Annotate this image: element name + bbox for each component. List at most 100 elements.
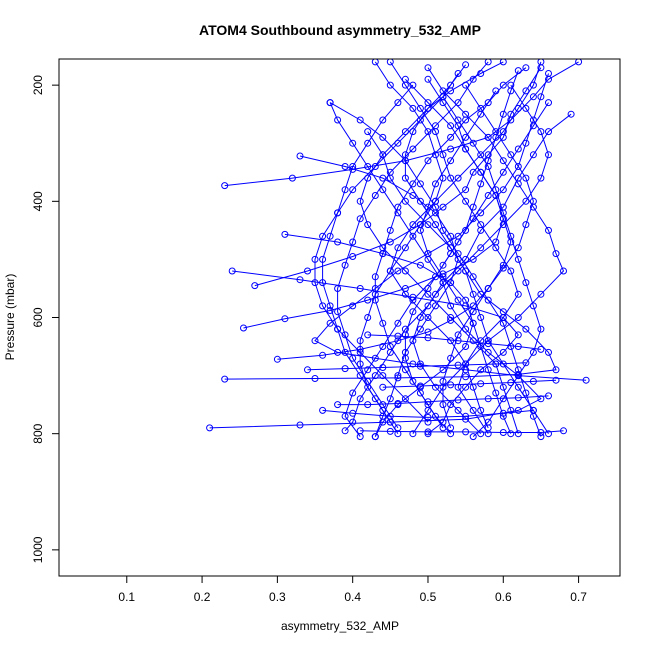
series-27 (401, 75, 515, 432)
data-point (371, 163, 379, 170)
data-point (447, 244, 455, 252)
data-point (371, 59, 379, 66)
data-point (439, 401, 447, 409)
data-point (364, 314, 372, 321)
data-point (454, 116, 462, 124)
data-point (281, 230, 289, 238)
data-point (462, 197, 470, 205)
data-point (514, 67, 522, 75)
data-point (228, 267, 236, 275)
data-point (349, 302, 357, 310)
data-point (469, 337, 477, 345)
data-point (469, 139, 477, 147)
data-point (439, 174, 447, 182)
data-point (537, 59, 545, 66)
data-point (311, 255, 319, 263)
data-point (424, 64, 432, 72)
data-point (514, 394, 522, 402)
data-point (522, 279, 530, 287)
data-point (416, 197, 424, 205)
data-point (537, 429, 545, 436)
y-tick-label: 200 (31, 75, 45, 95)
series-33 (304, 359, 530, 374)
data-point (341, 331, 349, 339)
data-point (447, 174, 455, 182)
data-point (499, 348, 507, 356)
data-point (394, 139, 402, 147)
data-point (326, 302, 334, 310)
data-point (304, 267, 311, 275)
data-point (432, 180, 439, 188)
data-point (477, 343, 485, 350)
data-point (371, 192, 379, 199)
data-point (477, 406, 485, 414)
data-point (477, 366, 485, 374)
data-point (409, 221, 417, 229)
data-point (394, 400, 402, 407)
data-point (371, 273, 379, 281)
data-point (401, 290, 409, 298)
series-line (360, 430, 564, 433)
data-point (484, 296, 492, 304)
data-point (401, 354, 409, 362)
data-point (424, 418, 432, 426)
data-point (462, 428, 470, 436)
data-point (447, 401, 455, 409)
data-point (477, 430, 485, 438)
x-tick-label: 0.5 (420, 590, 437, 604)
data-point (454, 99, 462, 107)
data-point (462, 145, 470, 153)
x-tick-label: 0.4 (344, 590, 361, 604)
data-point (492, 87, 500, 95)
series-layer (206, 59, 590, 441)
data-point (462, 61, 470, 69)
data-point (484, 285, 492, 292)
data-point (507, 238, 515, 246)
data-point (334, 401, 342, 409)
data-point (409, 128, 417, 136)
data-point (386, 395, 394, 403)
data-point (386, 343, 394, 350)
data-point (469, 273, 477, 281)
data-point (349, 253, 357, 260)
data-point (462, 133, 470, 141)
y-tick-label: 800 (31, 423, 45, 443)
data-point (454, 267, 462, 275)
data-point (394, 430, 402, 438)
data-point (514, 104, 522, 112)
x-axis-label: asymmetry_532_AMP (281, 619, 399, 633)
series-line (314, 73, 459, 423)
y-axis-label: Pressure (mbar) (3, 274, 17, 361)
data-point (379, 174, 387, 182)
data-point (416, 314, 424, 321)
data-point (499, 110, 507, 118)
data-point (447, 424, 455, 432)
data-point (477, 221, 485, 229)
series-31 (356, 427, 567, 436)
data-point (477, 110, 485, 118)
data-point (537, 433, 545, 441)
data-point (507, 406, 515, 414)
data-point (319, 232, 327, 240)
data-point (356, 116, 364, 124)
data-point (409, 192, 417, 199)
data-point (454, 174, 462, 182)
data-point (319, 406, 327, 414)
data-point (341, 412, 349, 420)
data-point (522, 87, 530, 95)
data-point (469, 290, 477, 298)
data-point (462, 226, 470, 234)
data-point (356, 197, 364, 205)
data-point (529, 93, 537, 101)
data-point (454, 361, 462, 369)
data-point (447, 87, 455, 95)
data-point (364, 221, 372, 229)
data-point (560, 267, 567, 275)
data-point (537, 325, 545, 333)
data-point (334, 325, 342, 333)
data-point (484, 163, 492, 170)
data-point (394, 99, 402, 107)
data-point (545, 430, 552, 438)
